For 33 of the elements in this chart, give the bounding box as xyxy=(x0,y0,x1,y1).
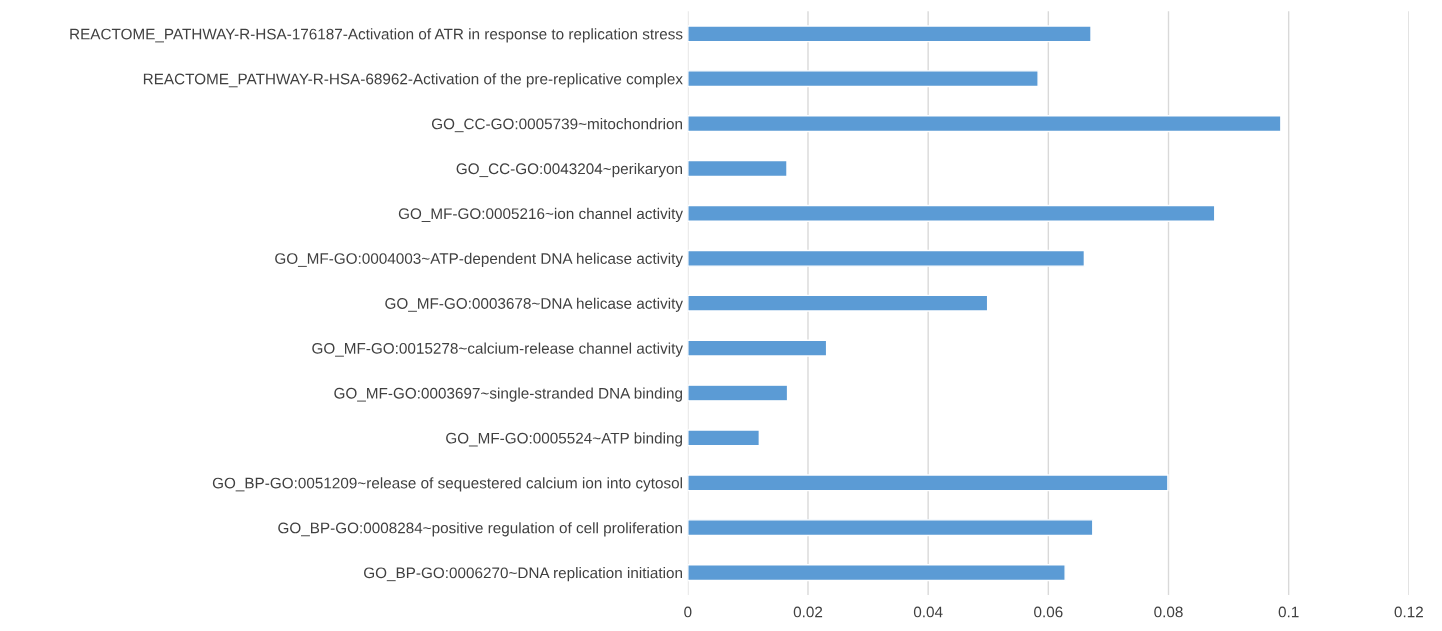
y-tick-label: GO_MF-GO:0005524~ATP binding xyxy=(446,432,682,447)
bar xyxy=(687,249,1086,267)
x-tick-label: 0.04 xyxy=(913,606,943,618)
bar xyxy=(687,564,1066,582)
bar xyxy=(687,294,989,312)
y-tick-label: REACTOME_PATHWAY-R-HSA-176187-Activation of ATR in response to replication stress xyxy=(70,28,683,43)
y-tick-label: GO_BP-GO:0051209~release of sequestered calcium ion into cytosol xyxy=(212,477,682,492)
x-tick-label: 0.08 xyxy=(1154,606,1183,618)
y-tick-label: GO_CC-GO:0005739~mitochondrion xyxy=(431,118,682,133)
y-tick-label: GO_MF-GO:0005216~ion channel activity xyxy=(398,207,683,223)
bar xyxy=(687,339,828,357)
bar xyxy=(687,474,1169,492)
bar xyxy=(687,115,1282,133)
bar xyxy=(687,204,1216,222)
y-tick-label: GO_MF-GO:0015278~calcium-release channel activity xyxy=(312,342,683,357)
bar xyxy=(687,25,1092,43)
y-tick-label: GO_BP-GO:0006270~DNA replication initiation xyxy=(364,567,682,582)
bar xyxy=(687,159,788,178)
y-tick-label: GO_CC-GO:0043204~perikaryon xyxy=(456,162,682,178)
y-tick-label: GO_BP-GO:0008284~positive regulation of cell proliferation xyxy=(278,522,683,537)
x-tick-label: 0.1 xyxy=(1278,606,1299,618)
y-tick-label: GO_MF-GO:0004003~ATP-dependent DNA helicase activity xyxy=(275,252,683,267)
bar xyxy=(687,384,789,402)
x-tick-label: 0.02 xyxy=(793,606,823,618)
x-tick-label: 0 xyxy=(684,606,692,618)
bar xyxy=(687,429,761,447)
y-tick-label: GO_MF-GO:0003678~DNA helicase activity xyxy=(385,297,683,312)
x-tick-label: 0.06 xyxy=(1034,606,1063,618)
bar xyxy=(687,70,1039,88)
x-tick-label: 0.12 xyxy=(1394,606,1423,618)
y-tick-label: GO_MF-GO:0003697~single-stranded DNA binding xyxy=(334,387,683,402)
y-tick-label: REACTOME_PATHWAY-R-HSA-68962-Activation of the pre-replicative complex xyxy=(143,73,683,88)
bar xyxy=(687,519,1094,537)
